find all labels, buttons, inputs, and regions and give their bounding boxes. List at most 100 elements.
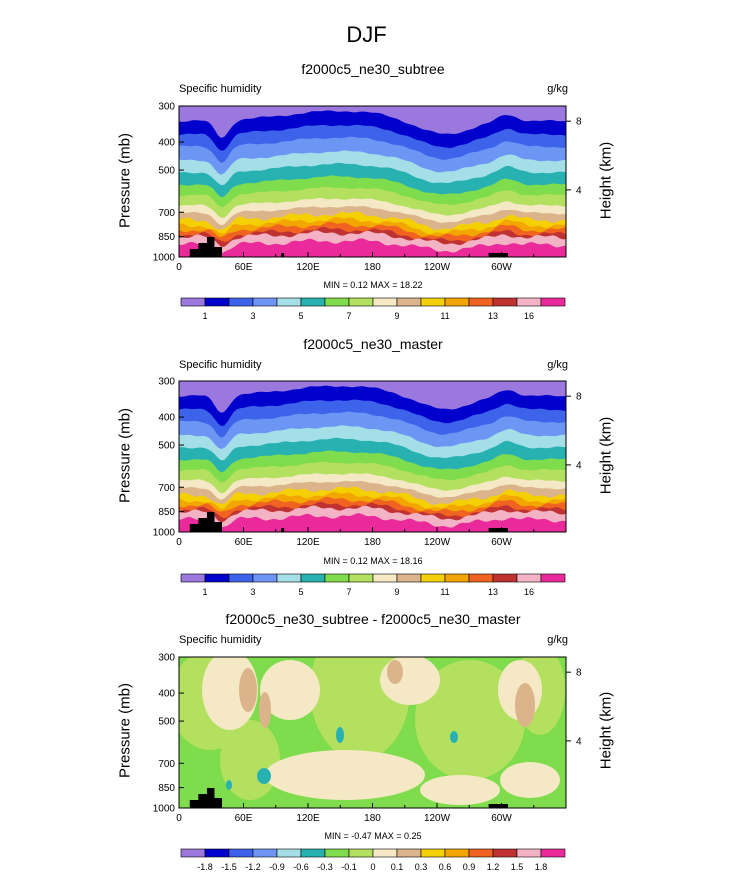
panel-2-ytick-label-500: 500 (158, 441, 175, 452)
panel-3-colorbar-label-11: 0.9 (463, 862, 476, 872)
panel-2-ytick-label-300: 300 (158, 377, 175, 388)
panel-2-variable: Specific humidity (179, 359, 262, 371)
panel-3-colorbar-label-1: -1.5 (221, 862, 237, 872)
panel-1-colorbar-box-13 (492, 297, 518, 307)
panel-1-colorbar-box-1 (204, 297, 230, 307)
panel-2-colorbar-box-6 (324, 573, 350, 583)
panel-2-colorbar-label-2: 5 (298, 587, 303, 597)
panel-2-topography-africa (189, 512, 222, 532)
panel-1-xtick-label-120E: 120E (296, 262, 320, 273)
panel-3-colorbar-box-4 (276, 848, 302, 858)
panel-3-colorbar-label-9: 0.3 (415, 862, 428, 872)
panel-1-xtick-label-60W: 60W (491, 262, 512, 273)
panel-1-colorbar-box-8 (372, 297, 398, 307)
panel-3-patch-cream-4 (265, 750, 425, 800)
panel-2-units: g/kg (547, 359, 568, 371)
figure-title: DJF (346, 22, 387, 47)
panel-3-colorbar-label-6: -0.1 (341, 862, 357, 872)
panel-1-title: f2000c5_ne30_subtree (301, 61, 445, 77)
panel-2-ytick-label-1000: 1000 (153, 528, 176, 539)
panel-1-ytick-label-700: 700 (158, 208, 175, 219)
panel-3-colorbar-box-2 (228, 848, 254, 858)
panel-3-colorbar-box-9 (396, 848, 422, 858)
panel-1-minmax: MIN = 0.12 MAX = 18.22 (323, 280, 423, 290)
panel-2-colorbar-box-13 (492, 573, 518, 583)
panel-3-patch-teal-0 (336, 727, 344, 743)
panel-2-minmax: MIN = 0.12 MAX = 18.16 (323, 556, 423, 566)
panel-1-xtick-label-120W: 120W (424, 262, 451, 273)
panel-1-ytick-label-850: 850 (158, 232, 175, 243)
panel-3-ytick-label-400: 400 (158, 689, 175, 700)
panel-3-patch-tan-0 (239, 668, 257, 712)
panel-3-ytick-label-850: 850 (158, 783, 175, 794)
panel-3-patch-teal-2 (257, 768, 271, 784)
panel-2-htick-label-8: 8 (576, 392, 582, 403)
panel-1-colorbar-label-3: 7 (346, 311, 351, 321)
panel-3-colorbar-box-15 (540, 848, 566, 858)
panel-3-patch-cream-2 (380, 657, 440, 705)
panel-3-colorbar-box-3 (252, 848, 278, 858)
panel-2-colorbar-box-2 (228, 573, 254, 583)
panel-1-colorbar-box-10 (420, 297, 446, 307)
panel-3-xtick-label-60W: 60W (491, 813, 512, 824)
panel-1-htick-label-4: 4 (576, 185, 582, 196)
panel-2-colorbar-box-15 (540, 573, 566, 583)
panel-2-colorbar-box-5 (300, 573, 326, 583)
panel-2-htick-label-4: 4 (576, 460, 582, 471)
panel-1-units: g/kg (547, 83, 568, 95)
panel-1-topography-andes (488, 253, 508, 257)
panel-2-xtick-label-0: 0 (176, 537, 182, 548)
panel-1-topography-asia (281, 253, 285, 257)
panel-2-colorbar-label-4: 9 (394, 587, 399, 597)
panel-1-colorbar-box-11 (444, 297, 470, 307)
panel-3-colorbar-box-1 (204, 848, 230, 858)
panel-1-variable: Specific humidity (179, 83, 262, 95)
panel-3-patch-cream-1 (260, 660, 320, 720)
panel-2-colorbar-box-10 (420, 573, 446, 583)
panel-2-colorbar-box-14 (516, 573, 542, 583)
panel-3-colorbar-box-10 (420, 848, 446, 858)
panel-1-ytick-label-300: 300 (158, 102, 175, 113)
panel-3-colorbar-label-5: -0.3 (317, 862, 333, 872)
panel-3-ytick-label-500: 500 (158, 717, 175, 728)
panel-3-xtick-label-120E: 120E (296, 813, 320, 824)
panel-3-htick-label-8: 8 (576, 668, 582, 679)
panel-3-xtick-label-180: 180 (364, 813, 381, 824)
panel-2-colorbar-label-1: 3 (250, 587, 255, 597)
panel-1-xtick-label-60E: 60E (235, 262, 253, 273)
panel-3-colorbar-box-0 (180, 848, 206, 858)
panel-3-topography-andes (488, 804, 508, 808)
panel-3-title: f2000c5_ne30_subtree - f2000c5_ne30_mast… (225, 611, 521, 627)
panel-3-colorbar-box-12 (468, 848, 494, 858)
panel-1-level-15 (179, 238, 566, 257)
panel-2-ytick-label-850: 850 (158, 507, 175, 518)
panel-1-ytick-label-1000: 1000 (153, 253, 176, 264)
panel-3-units: g/kg (547, 634, 568, 646)
panel-2-topography-asia (281, 528, 285, 532)
panel-1-colorbar-box-2 (228, 297, 254, 307)
panel-1-colorbar-label-1: 3 (250, 311, 255, 321)
panel-2-xtick-label-60W: 60W (491, 537, 512, 548)
panel-3-colorbar-box-8 (372, 848, 398, 858)
panel-3-patch-cream-6 (500, 762, 560, 798)
panel-3-colorbar-label-8: 0.1 (391, 862, 404, 872)
panel-3-colorbar-label-0: -1.8 (197, 862, 213, 872)
panel-3-topography-africa (189, 788, 222, 808)
panel-3-ytick-label-700: 700 (158, 759, 175, 770)
panel-1-colorbar-box-3 (252, 297, 278, 307)
panel-2-plot (179, 381, 566, 532)
panel-3-patch-tan-1 (259, 692, 271, 728)
panel-2-xtick-label-120W: 120W (424, 537, 451, 548)
panel-1-colorbar-box-15 (540, 297, 566, 307)
panel-3-colorbar-label-12: 1.2 (487, 862, 500, 872)
panel-3-colorbar-box-13 (492, 848, 518, 858)
panel-2-colorbar-label-3: 7 (346, 587, 351, 597)
panel-1-colorbar-box-4 (276, 297, 302, 307)
panel-2-colorbar-box-7 (348, 573, 374, 583)
panel-3-variable: Specific humidity (179, 634, 262, 646)
panel-1-colorbar-box-6 (324, 297, 350, 307)
panel-3-xtick-label-0: 0 (176, 813, 182, 824)
panel-3-patch-lightgreen-2 (415, 660, 525, 780)
panel-3-colorbar-box-6 (324, 848, 350, 858)
